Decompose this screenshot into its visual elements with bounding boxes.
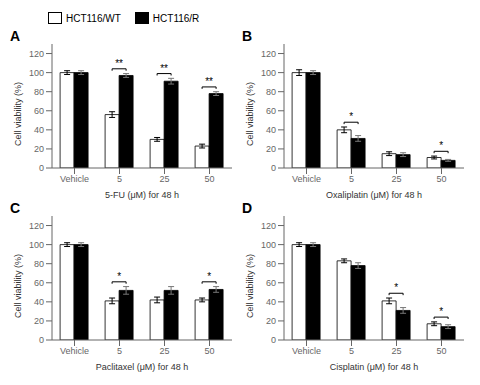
svg-text:25: 25: [159, 346, 169, 356]
svg-text:5: 5: [117, 346, 122, 356]
html-text:A: A: [10, 28, 21, 44]
svg-text:80: 80: [266, 87, 276, 97]
svg-text:Oxaliplatin (μM) for 48 h: Oxaliplatin (μM) for 48 h: [326, 190, 422, 200]
svg-text:40: 40: [266, 297, 276, 307]
svg-text:**: **: [115, 58, 123, 69]
svg-text:100: 100: [261, 68, 276, 78]
svg-text:Cell viability (%): Cell viability (%): [13, 82, 23, 146]
svg-text:*: *: [439, 306, 443, 317]
svg-text:Vehicle: Vehicle: [292, 174, 321, 184]
svg-text:**: **: [205, 76, 213, 87]
svg-text:0: 0: [271, 163, 276, 173]
svg-text:50: 50: [436, 346, 446, 356]
svg-text:Cell viability (%): Cell viability (%): [245, 82, 255, 146]
svg-text:40: 40: [266, 125, 276, 135]
svg-text:60: 60: [34, 278, 44, 288]
svg-text:*: *: [117, 271, 121, 282]
svg-text:20: 20: [266, 316, 276, 326]
svg-text:5: 5: [349, 346, 354, 356]
svg-text:Paclitaxel (μM) for 48 h: Paclitaxel (μM) for 48 h: [96, 362, 189, 372]
svg-text:20: 20: [34, 316, 44, 326]
svg-text:100: 100: [29, 68, 44, 78]
svg-text:100: 100: [261, 240, 276, 250]
html-text:C: C: [10, 200, 21, 216]
svg-text:80: 80: [266, 259, 276, 269]
svg-text:0: 0: [271, 335, 276, 345]
svg-text:60: 60: [34, 106, 44, 116]
html-text:D: D: [242, 200, 253, 216]
svg-text:*: *: [439, 140, 443, 151]
svg-text:Vehicle: Vehicle: [60, 346, 89, 356]
svg-text:*: *: [394, 282, 398, 293]
svg-text:50: 50: [436, 174, 446, 184]
svg-text:0: 0: [39, 335, 44, 345]
svg-text:100: 100: [29, 240, 44, 250]
svg-text:50: 50: [204, 174, 214, 184]
html-text:HCT116/WT: HCT116/WT: [66, 12, 121, 24]
svg-text:5: 5: [349, 174, 354, 184]
svg-text:Cell viability (%): Cell viability (%): [245, 254, 255, 318]
svg-text:25: 25: [391, 346, 401, 356]
svg-text:Vehicle: Vehicle: [60, 174, 89, 184]
svg-text:20: 20: [34, 144, 44, 154]
svg-text:Vehicle: Vehicle: [292, 346, 321, 356]
svg-text:25: 25: [159, 174, 169, 184]
svg-text:40: 40: [34, 297, 44, 307]
svg-text:*: *: [349, 111, 353, 122]
svg-text:120: 120: [261, 49, 276, 59]
svg-text:*: *: [207, 271, 211, 282]
svg-text:60: 60: [266, 106, 276, 116]
svg-text:0: 0: [39, 163, 44, 173]
svg-text:80: 80: [34, 259, 44, 269]
svg-text:40: 40: [34, 125, 44, 135]
svg-text:**: **: [160, 63, 168, 74]
svg-text:80: 80: [34, 87, 44, 97]
svg-text:50: 50: [204, 346, 214, 356]
svg-text:25: 25: [391, 174, 401, 184]
svg-text:20: 20: [266, 144, 276, 154]
svg-text:Cisplatin (μM) for 48 h: Cisplatin (μM) for 48 h: [330, 362, 419, 372]
svg-text:5: 5: [117, 174, 122, 184]
svg-text:Cell viability (%): Cell viability (%): [13, 254, 23, 318]
svg-text:120: 120: [29, 49, 44, 59]
html-text:B: B: [242, 28, 253, 44]
html-text:HCT116/R: HCT116/R: [152, 12, 200, 24]
svg-text:120: 120: [29, 221, 44, 231]
svg-text:120: 120: [261, 221, 276, 231]
svg-text:60: 60: [266, 278, 276, 288]
svg-text:5-FU (μM) for 48 h: 5-FU (μM) for 48 h: [105, 190, 179, 200]
